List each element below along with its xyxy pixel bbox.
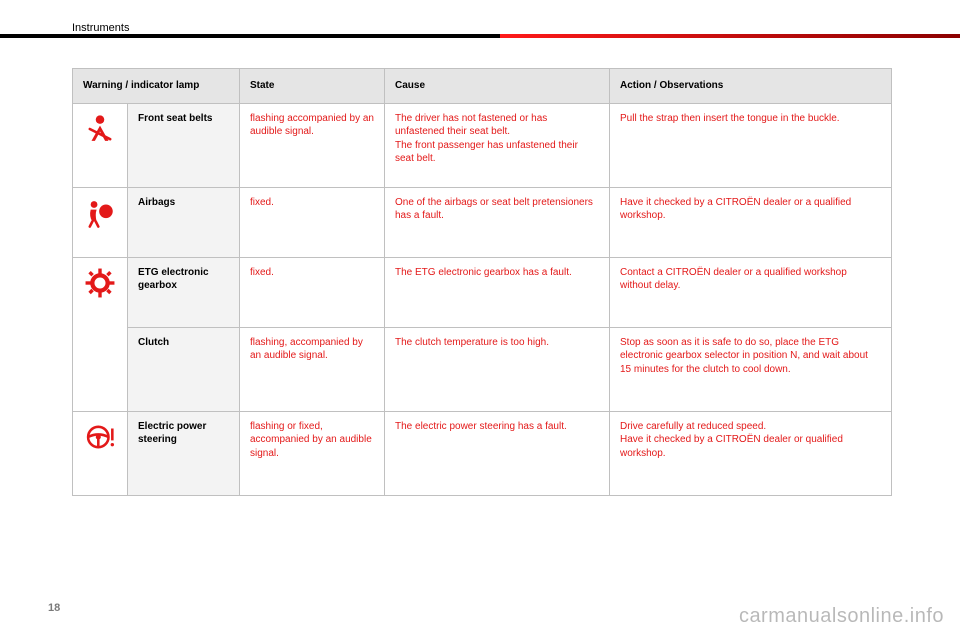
table-row: Front seat belts flashing accompanied by… (73, 103, 892, 187)
seatbelt-icon (83, 112, 117, 146)
page-number: 18 (48, 602, 60, 614)
warning-table: Warning / indicator lamp State Cause Act… (72, 68, 892, 496)
gear-icon (83, 266, 117, 300)
lamp-name: Airbags (128, 187, 240, 257)
steering-icon (83, 420, 117, 454)
lamp-cause: The ETG electronic gearbox has a fault. (385, 257, 610, 327)
bar-black (0, 34, 500, 38)
lamp-action: Drive carefully at reduced speed.Have it… (610, 411, 892, 495)
table-row: ETG electronic gearbox fixed. The ETG el… (73, 257, 892, 327)
icon-cell (73, 257, 128, 411)
section-heading: Instruments (72, 22, 129, 34)
lamp-cause: One of the airbags or seat belt pretensi… (385, 187, 610, 257)
icon-cell (73, 411, 128, 495)
airbag-icon (83, 196, 117, 230)
header-cause: Cause (385, 69, 610, 104)
lamp-name: ETG electronic gearbox (128, 257, 240, 327)
lamp-cause: The clutch temperature is too high. (385, 327, 610, 411)
lamp-action: Pull the strap then insert the tongue in… (610, 103, 892, 187)
table-header-row: Warning / indicator lamp State Cause Act… (73, 69, 892, 104)
lamp-cause: The driver has not fastened or has unfas… (385, 103, 610, 187)
lamp-cause: The electric power steering has a fault. (385, 411, 610, 495)
table-row: Airbags fixed. One of the airbags or sea… (73, 187, 892, 257)
lamp-action: Contact a CITROËN dealer or a qualified … (610, 257, 892, 327)
table-row: Electric power steering flashing or fixe… (73, 411, 892, 495)
header-lamp: Warning / indicator lamp (73, 69, 240, 104)
lamp-name: Electric power steering (128, 411, 240, 495)
top-divider (0, 34, 960, 38)
table-row: Clutch flashing, accompanied by an audib… (73, 327, 892, 411)
lamp-action: Stop as soon as it is safe to do so, pla… (610, 327, 892, 411)
bar-red (500, 34, 960, 38)
icon-cell (73, 187, 128, 257)
lamp-state: fixed. (240, 187, 385, 257)
lamp-state: flashing accompanied by an audible signa… (240, 103, 385, 187)
lamp-state: fixed. (240, 257, 385, 327)
lamp-state: flashing, accompanied by an audible sign… (240, 327, 385, 411)
icon-cell (73, 103, 128, 187)
lamp-name: Clutch (128, 327, 240, 411)
lamp-action: Have it checked by a CITROËN dealer or a… (610, 187, 892, 257)
header-state: State (240, 69, 385, 104)
lamp-name: Front seat belts (128, 103, 240, 187)
header-action: Action / Observations (610, 69, 892, 104)
lamp-state: flashing or fixed, accompanied by an aud… (240, 411, 385, 495)
watermark: carmanualsonline.info (739, 605, 944, 628)
